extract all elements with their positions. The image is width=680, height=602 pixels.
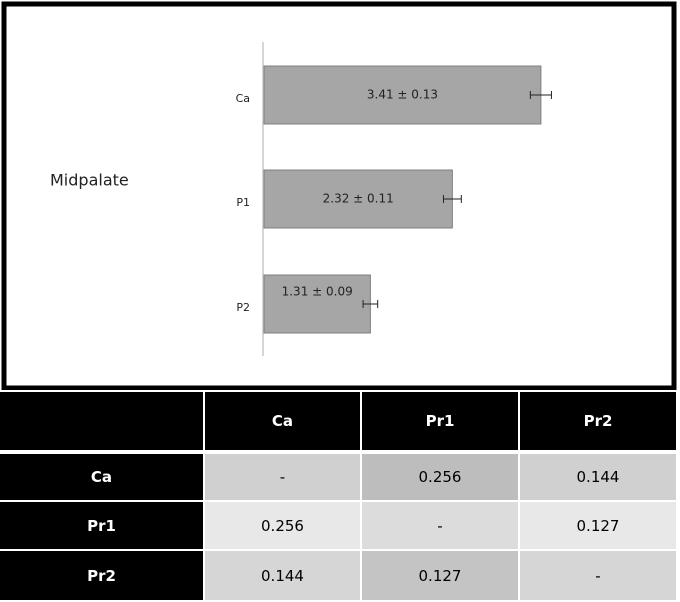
column-header: Pr1 <box>362 392 518 450</box>
table-cell: 0.144 <box>520 454 676 500</box>
table-cell: - <box>520 551 676 600</box>
bar <box>263 65 542 125</box>
category-label: P2 <box>236 301 250 314</box>
table-cell: 0.144 <box>205 551 360 600</box>
bar <box>263 169 453 229</box>
row-header: Pr1 <box>0 502 203 549</box>
chart: Midpalate Ca 3.41 ± 0.13 P1 2.32 ± 0.11 P2 1.… <box>1 1 677 390</box>
row-header: Ca <box>0 454 203 500</box>
column-header: Ca <box>205 392 360 450</box>
chart-label: Midpalate <box>50 171 129 190</box>
table-cell: 0.127 <box>362 551 518 600</box>
value-label: 1.31 ± 0.09 <box>282 285 353 299</box>
table-cell: - <box>362 502 518 549</box>
bar <box>263 274 371 334</box>
category-label: Ca <box>236 92 250 105</box>
table-cell: - <box>205 454 360 500</box>
value-label: 3.41 ± 0.13 <box>367 88 438 102</box>
table-cell: 0.256 <box>362 454 518 500</box>
value-label: 2.32 ± 0.11 <box>323 192 394 206</box>
category-label: P1 <box>236 196 250 209</box>
corner-cell <box>0 392 203 450</box>
column-header: Pr2 <box>520 392 676 450</box>
table-cell: 0.256 <box>205 502 360 549</box>
row-header: Pr2 <box>0 551 203 600</box>
table-cell: 0.127 <box>520 502 676 549</box>
